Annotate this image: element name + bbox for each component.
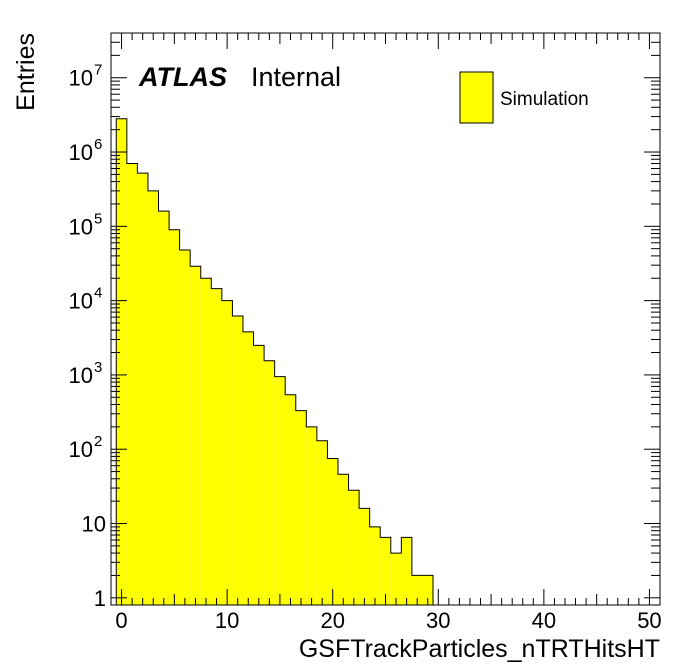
y-tick-label: 10 (69, 140, 93, 165)
histogram-bar (274, 376, 286, 605)
histogram-bar (190, 266, 201, 605)
x-tick-label: 0 (115, 608, 127, 633)
y-tick-label: 10 (69, 66, 93, 91)
legend-swatch (459, 71, 494, 124)
x-tick-label: 30 (426, 608, 450, 633)
internal-label: Internal (251, 62, 341, 92)
histogram-bar (359, 508, 370, 605)
axis-ticks (111, 32, 660, 605)
y-tick-label: 10 (69, 437, 93, 462)
y-tick-exponent: 7 (94, 62, 102, 79)
histogram-bar (179, 250, 191, 605)
histogram-bar (380, 537, 391, 605)
legend-label: Simulation (500, 89, 589, 110)
histogram-bar (390, 553, 402, 605)
histogram-outline (115, 118, 434, 605)
y-tick-label: 10 (82, 512, 106, 537)
histogram-bar (401, 537, 412, 605)
histogram-bar (147, 190, 159, 605)
y-tick-exponent: 2 (94, 433, 102, 450)
histogram-bar (327, 458, 338, 605)
x-tick-label: 40 (532, 608, 556, 633)
histogram-bar (211, 288, 222, 605)
histogram-bar (316, 440, 328, 605)
histogram-bar (158, 211, 170, 605)
histogram-bar (126, 163, 138, 605)
y-tick-exponent: 4 (94, 285, 102, 302)
y-tick-label: 10 (69, 289, 93, 314)
histogram-bar (137, 173, 148, 606)
histogram-bar (200, 278, 212, 605)
histogram-bar (369, 526, 381, 605)
legend: Simulation (459, 71, 589, 124)
x-axis-title: GSFTrackParticles_nTRTHitsHT (299, 635, 660, 663)
x-tick-label: 10 (215, 608, 239, 633)
histogram-bar (232, 316, 243, 605)
histogram-bar (169, 229, 180, 606)
histogram-bar (295, 410, 307, 605)
histogram-bar (253, 345, 265, 605)
histogram-bar (242, 331, 254, 605)
y-tick-exponent: 5 (94, 210, 102, 227)
y-tick-label: 1 (94, 586, 106, 611)
histogram-bar (422, 575, 434, 605)
y-axis-title: Entries (12, 33, 40, 111)
histogram-bar (264, 360, 275, 605)
histogram-bar (116, 118, 127, 605)
x-tick-labels: 0 10 20 30 40 50 (115, 608, 661, 633)
histogram-bar (221, 300, 233, 605)
x-tick-label: 50 (637, 608, 661, 633)
atlas-label: ATLAS (138, 62, 227, 92)
histogram-bar (348, 490, 360, 605)
histogram-bars (116, 118, 434, 606)
histogram-bar (285, 394, 296, 605)
x-tick-label: 20 (320, 608, 344, 633)
histogram-bar (411, 575, 423, 605)
y-tick-exponent: 3 (94, 359, 102, 376)
histogram-bar (306, 426, 317, 605)
y-tick-label: 10 (69, 214, 93, 239)
y-tick-label: 10 (69, 363, 93, 388)
y-tick-exponent: 6 (94, 136, 102, 153)
histogram-bar (337, 474, 349, 605)
